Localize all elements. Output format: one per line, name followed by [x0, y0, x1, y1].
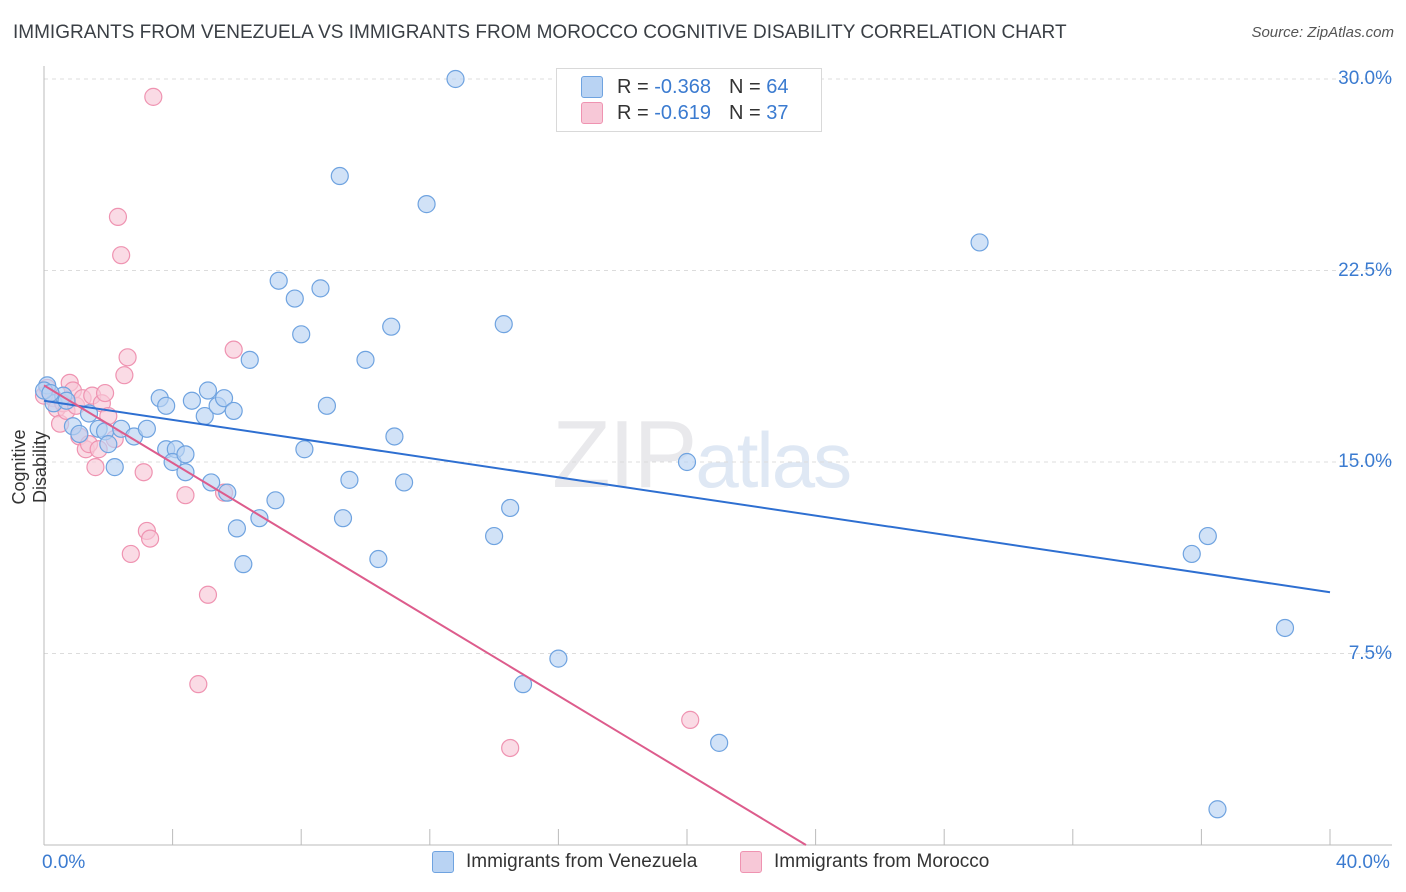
- watermark-atlas: atlas: [695, 416, 852, 504]
- point-venezuela: [317, 396, 337, 415]
- point-venezuela: [240, 350, 259, 369]
- point-venezuela: [1198, 526, 1217, 546]
- x-tick-label-max: 40.0%: [1336, 852, 1390, 873]
- y-tick-label: 7.5%: [1348, 642, 1392, 664]
- point-morocco: [144, 87, 163, 106]
- point-venezuela: [394, 473, 414, 492]
- point-venezuela: [269, 271, 288, 290]
- point-morocco: [140, 529, 160, 548]
- point-venezuela: [224, 401, 243, 421]
- point-venezuela: [417, 195, 436, 214]
- point-venezuela: [340, 470, 359, 489]
- point-venezuela: [137, 419, 156, 438]
- point-morocco: [108, 207, 128, 226]
- point-venezuela: [385, 427, 404, 446]
- source-label: Source: ZipAtlas.com: [1251, 24, 1394, 41]
- trendline-venezuela: [43, 399, 1331, 594]
- point-venezuela: [292, 325, 311, 344]
- point-venezuela: [295, 440, 314, 459]
- point-venezuela: [1275, 618, 1295, 638]
- y-tick-label: 15.0%: [1338, 451, 1392, 472]
- point-venezuela: [234, 555, 253, 574]
- point-morocco: [134, 463, 153, 482]
- point-venezuela: [218, 483, 237, 502]
- point-venezuela: [446, 69, 465, 89]
- point-venezuela: [513, 675, 533, 694]
- point-venezuela: [99, 435, 118, 454]
- point-venezuela: [1182, 544, 1201, 564]
- x-tick-label-min: 0.0%: [42, 852, 86, 873]
- point-morocco: [224, 340, 243, 359]
- point-venezuela: [549, 649, 568, 668]
- point-morocco: [95, 383, 115, 403]
- legend-n-value: 64: [766, 75, 789, 98]
- point-venezuela: [266, 491, 285, 510]
- point-morocco: [118, 348, 137, 367]
- legend-n-value: 37: [766, 101, 789, 124]
- point-venezuela: [369, 549, 388, 569]
- point-morocco: [189, 675, 208, 694]
- series-legend-morocco: Immigrants from Morocco: [740, 851, 989, 873]
- legend-r-value: -0.368: [654, 75, 711, 98]
- point-venezuela: [485, 526, 504, 546]
- point-venezuela: [356, 350, 375, 369]
- point-morocco: [112, 246, 131, 265]
- series-label-venezuela: Immigrants from Venezuela: [466, 851, 698, 872]
- point-morocco: [121, 544, 140, 564]
- watermark: ZIPatlas: [552, 400, 852, 510]
- point-venezuela: [227, 519, 246, 538]
- point-morocco: [501, 738, 520, 758]
- point-venezuela: [214, 389, 234, 408]
- point-venezuela: [501, 498, 520, 518]
- point-venezuela: [677, 452, 697, 472]
- trendline-morocco: [43, 384, 807, 846]
- legend-r-value: -0.619: [654, 101, 711, 124]
- point-venezuela: [311, 279, 330, 298]
- point-venezuela: [970, 233, 989, 252]
- y-tick-label: 22.5%: [1338, 259, 1392, 281]
- series-swatch-morocco: [740, 851, 762, 873]
- point-morocco: [198, 585, 218, 604]
- point-venezuela: [494, 315, 513, 334]
- point-morocco: [681, 710, 700, 729]
- point-venezuela: [70, 424, 89, 444]
- legend-r-label: R =: [617, 101, 649, 124]
- point-venezuela: [330, 166, 349, 186]
- point-venezuela: [1208, 800, 1227, 819]
- legend-n-label: N =: [728, 75, 761, 98]
- point-venezuela: [157, 396, 176, 415]
- watermark-zip: ZIP: [552, 401, 697, 508]
- point-venezuela: [105, 458, 124, 477]
- point-venezuela: [333, 509, 353, 528]
- legend-r-label: R =: [617, 75, 649, 98]
- chart-title: IMMIGRANTS FROM VENEZUELA VS IMMIGRANTS …: [13, 22, 1067, 43]
- point-venezuela: [710, 733, 729, 752]
- point-venezuela: [202, 473, 221, 492]
- series-swatch-venezuela: [432, 851, 454, 873]
- point-venezuela: [182, 391, 201, 410]
- point-venezuela: [285, 289, 304, 308]
- point-morocco: [115, 366, 134, 385]
- legend-row-morocco: R = -0.619 N = 37: [581, 100, 788, 126]
- stats-legend: R = -0.368 N = 64 R = -0.619 N = 37: [556, 68, 822, 132]
- series-legend-venezuela: Immigrants from Venezuela: [432, 851, 697, 873]
- legend-swatch-morocco: [581, 102, 603, 124]
- point-venezuela: [382, 317, 401, 336]
- legend-row-venezuela: R = -0.368 N = 64: [581, 74, 788, 100]
- legend-n-label: N =: [728, 101, 761, 124]
- point-venezuela: [198, 381, 218, 400]
- point-morocco: [86, 458, 105, 477]
- y-tick-label: 30.0%: [1338, 68, 1392, 89]
- point-morocco: [176, 486, 195, 505]
- legend-swatch-venezuela: [581, 76, 603, 98]
- series-label-morocco: Immigrants from Morocco: [774, 851, 990, 872]
- y-axis-label: Cognitive Disability: [9, 429, 50, 505]
- point-venezuela: [176, 445, 195, 464]
